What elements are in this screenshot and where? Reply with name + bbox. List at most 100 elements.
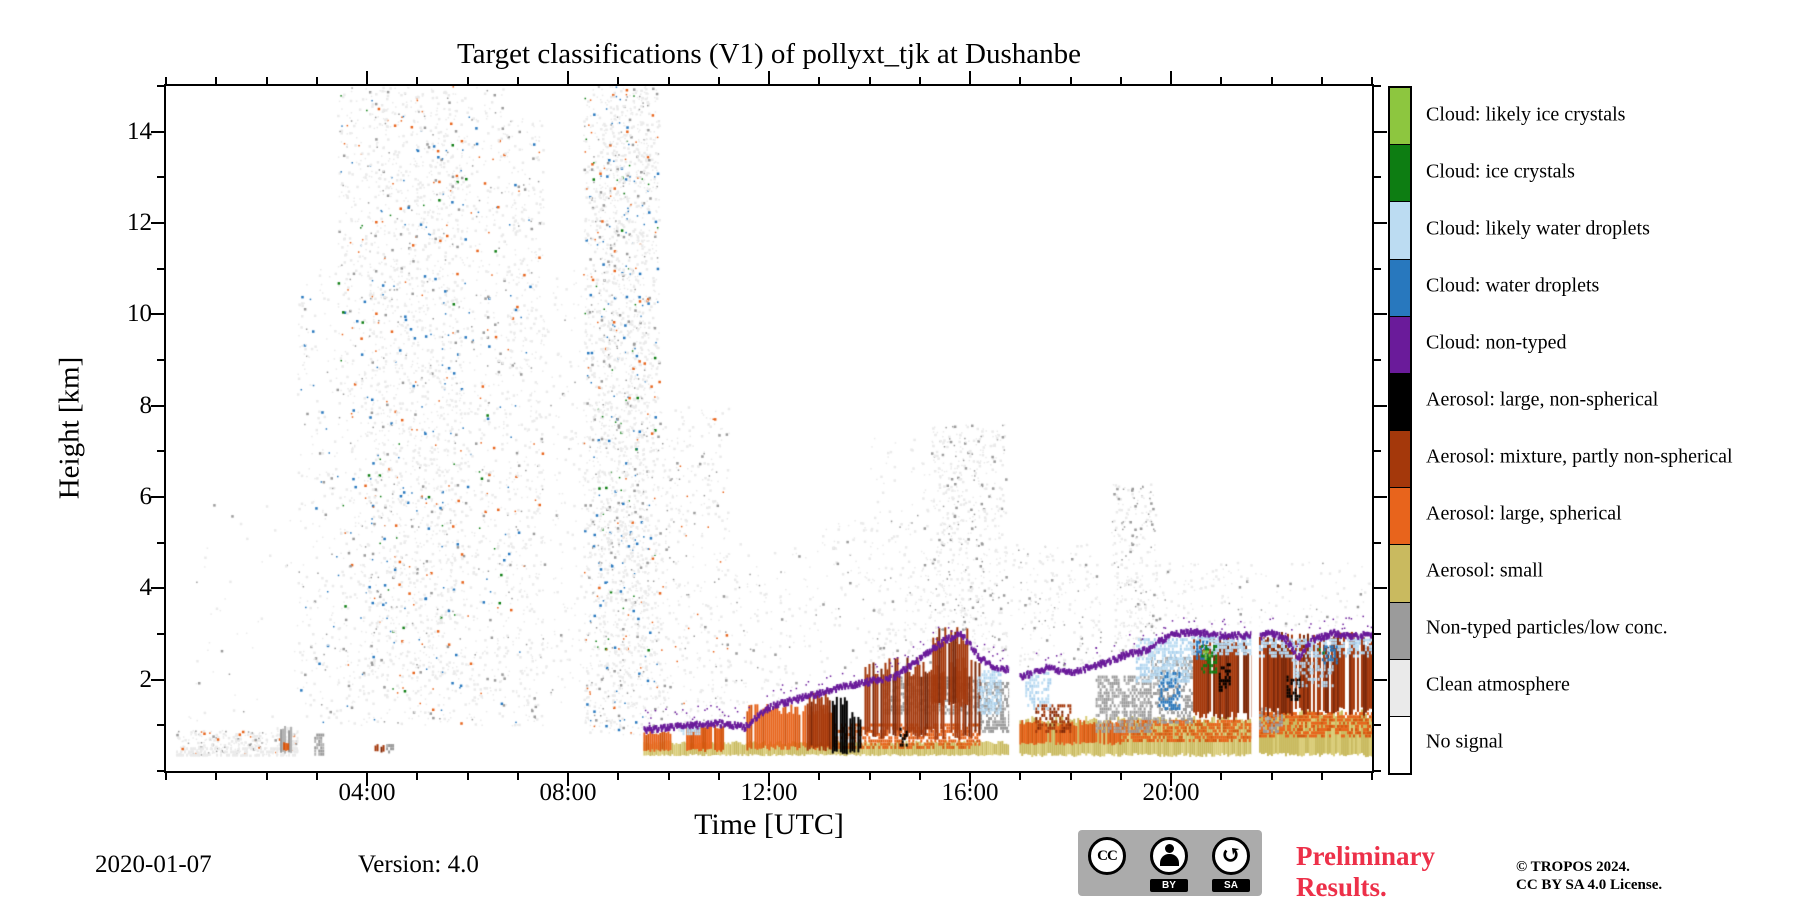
x-tick-major bbox=[567, 773, 569, 786]
plot-title: Target classifications (V1) of pollyxt_t… bbox=[456, 38, 1082, 70]
x-tick-minor bbox=[617, 773, 620, 780]
y-tick-minor bbox=[157, 85, 164, 87]
x-tick-minor bbox=[265, 773, 268, 780]
y-tick-minor-right bbox=[1374, 450, 1381, 453]
x-tick-minor-top bbox=[717, 77, 720, 84]
x-tick-minor bbox=[516, 773, 519, 780]
cc-license-badge: CC ↺ BY SA bbox=[1078, 830, 1262, 896]
x-axis-label: Time [UTC] bbox=[694, 808, 844, 841]
x-tick-minor-top bbox=[818, 77, 821, 84]
y-tick-label: 12 bbox=[127, 209, 152, 236]
y-tick-label: 14 bbox=[127, 117, 152, 145]
y-tick-label: 10 bbox=[127, 300, 152, 328]
y-tick-major-right bbox=[1374, 678, 1387, 681]
x-tick-minor bbox=[1270, 773, 1273, 780]
y-tick-major-right bbox=[1374, 496, 1387, 498]
colorbar-segment-aerosol_large_spherical bbox=[1390, 488, 1410, 546]
x-tick-minor-top bbox=[1119, 77, 1122, 84]
person-body-icon bbox=[1159, 854, 1179, 866]
x-tick-minor-top bbox=[1320, 77, 1323, 84]
cc-attribution-icon bbox=[1150, 837, 1188, 875]
x-tick-minor bbox=[1220, 773, 1223, 780]
y-tick-major-right bbox=[1374, 404, 1387, 407]
y-tick-major bbox=[151, 587, 164, 590]
x-tick-major-top bbox=[1170, 71, 1172, 84]
colorbar-segment-aerosol_small bbox=[1390, 545, 1410, 603]
x-tick-label: 08:00 bbox=[539, 779, 597, 806]
y-tick-minor bbox=[157, 770, 164, 772]
legend-label-water: Cloud: water droplets bbox=[1426, 274, 1600, 297]
version-label: Version: 4.0 bbox=[358, 851, 479, 878]
preliminary-results-label: Preliminary Results. bbox=[1296, 841, 1435, 900]
legend-label-aerosol_large_spherical: Aerosol: large, spherical bbox=[1426, 502, 1622, 525]
preliminary-line1: Preliminary bbox=[1296, 841, 1435, 871]
x-tick-minor bbox=[315, 773, 318, 780]
x-tick-minor bbox=[1019, 773, 1022, 780]
x-tick-minor-top bbox=[1270, 77, 1273, 84]
x-tick-minor bbox=[717, 773, 720, 780]
colorbar-segment-ice bbox=[1390, 145, 1410, 203]
x-tick-minor bbox=[466, 773, 469, 780]
cc-logo-text: CC bbox=[1097, 847, 1118, 864]
cc-logo-icon: CC bbox=[1088, 837, 1126, 875]
copyright-line1: © TROPOS 2024. bbox=[1516, 859, 1630, 875]
x-tick-minor bbox=[1069, 773, 1072, 780]
colorbar-segment-nontyped bbox=[1390, 602, 1410, 660]
cc-sa-chip: SA bbox=[1212, 879, 1250, 892]
y-tick-label: 2 bbox=[139, 665, 153, 693]
preliminary-line2: Results. bbox=[1296, 872, 1387, 900]
y-tick-major bbox=[151, 222, 164, 224]
x-tick-minor bbox=[1320, 773, 1323, 780]
legend-label-aerosol_mixture: Aerosol: mixture, partly non-spherical bbox=[1426, 445, 1733, 468]
copyright-line2: CC BY SA 4.0 License. bbox=[1516, 877, 1663, 893]
x-tick-label: 20:00 bbox=[1142, 779, 1200, 806]
y-axis-label: Height [km] bbox=[53, 356, 86, 500]
cc-sharealike-icon: ↺ bbox=[1212, 837, 1250, 875]
legend-label-cloud_nontyped: Cloud: non-typed bbox=[1426, 331, 1567, 354]
y-tick-major-right bbox=[1374, 222, 1387, 224]
x-tick-minor-top bbox=[416, 77, 419, 84]
y-tick-minor bbox=[157, 359, 164, 361]
x-tick-minor-top bbox=[918, 77, 921, 84]
x-tick-minor-top bbox=[1371, 77, 1373, 84]
x-tick-label: 12:00 bbox=[740, 779, 798, 806]
x-tick-major-top bbox=[768, 71, 770, 84]
y-tick-minor-right bbox=[1374, 267, 1381, 270]
y-tick-minor bbox=[157, 724, 164, 727]
y-tick-label: 8 bbox=[139, 391, 153, 419]
x-tick-minor bbox=[818, 773, 821, 780]
x-tick-minor bbox=[918, 773, 921, 780]
legend-label-likely_water: Cloud: likely water droplets bbox=[1426, 217, 1650, 240]
y-tick-major-right bbox=[1374, 130, 1387, 133]
x-tick-minor-top bbox=[265, 77, 268, 84]
y-tick-minor-right bbox=[1374, 176, 1381, 179]
x-tick-minor-top bbox=[215, 77, 218, 84]
y-tick-major bbox=[151, 313, 164, 316]
x-tick-minor-top bbox=[165, 77, 167, 84]
colorbar-segment-water bbox=[1390, 259, 1410, 317]
x-tick-minor-top bbox=[1069, 77, 1072, 84]
y-tick-label: 4 bbox=[139, 574, 153, 602]
legend-label-no_signal: No signal bbox=[1426, 730, 1504, 753]
x-tick-minor bbox=[165, 773, 167, 780]
copyright-label: © TROPOS 2024. CC BY SA 4.0 License. bbox=[1516, 858, 1662, 894]
y-tick-minor bbox=[157, 633, 164, 635]
date-label: 2020-01-07 bbox=[95, 851, 212, 878]
legend-label-aerosol_large_nonspherical: Aerosol: large, non-spherical bbox=[1426, 388, 1659, 411]
x-tick-label: 16:00 bbox=[941, 779, 999, 806]
x-tick-minor bbox=[868, 773, 871, 780]
x-tick-minor-top bbox=[868, 77, 871, 84]
colorbar-segment-cloud_nontyped bbox=[1390, 316, 1410, 374]
legend-label-clean: Clean atmosphere bbox=[1426, 673, 1570, 696]
legend-label-likely_ice: Cloud: likely ice crystals bbox=[1426, 103, 1626, 126]
y-tick-major bbox=[151, 678, 164, 681]
x-tick-minor bbox=[667, 773, 670, 780]
y-tick-major bbox=[151, 404, 164, 407]
x-tick-minor-top bbox=[617, 77, 620, 84]
x-tick-minor-top bbox=[1019, 77, 1022, 84]
legend-label-nontyped: Non-typed particles/low conc. bbox=[1426, 616, 1668, 639]
legend-label-ice: Cloud: ice crystals bbox=[1426, 160, 1575, 183]
x-tick-label: 04:00 bbox=[338, 779, 396, 806]
x-tick-major bbox=[366, 773, 368, 786]
